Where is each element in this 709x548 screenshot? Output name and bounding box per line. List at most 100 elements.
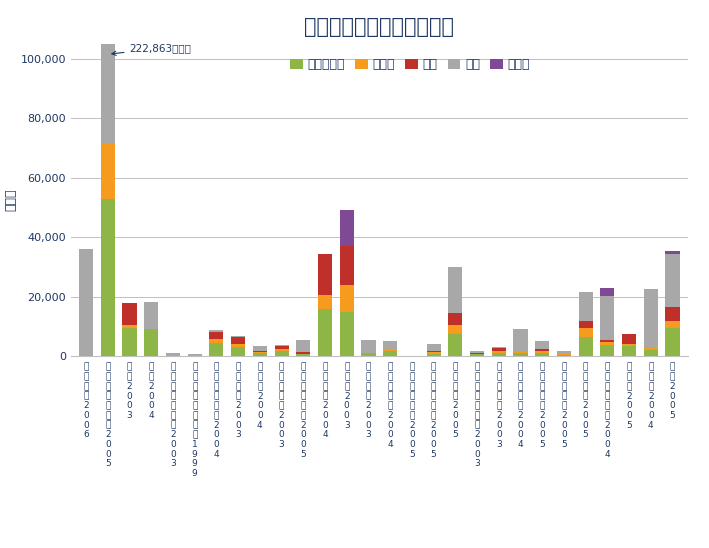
Bar (470, 351, 484, 352)
Bar (188, 353, 202, 356)
Legend: リサイクル, 堆肥化, 焼却, 埋立, その他: リサイクル, 堆肥化, 焼却, 埋立, その他 (285, 53, 535, 76)
Text: 英
国
2
0
0
5: 英 国 2 0 0 5 (670, 362, 676, 420)
Bar (492, 349, 506, 351)
Text: ス
イ
ス
2
0
0
5: ス イ ス 2 0 0 5 (626, 362, 632, 430)
Bar (209, 332, 223, 339)
Bar (666, 254, 680, 307)
Bar (318, 254, 332, 295)
Bar (79, 249, 93, 356)
Text: オ
ー
ス
ト
ラ
リ
ア
2
0
0
3: オ ー ス ト ラ リ ア 2 0 0 3 (170, 362, 176, 469)
Text: ギ
リ
シ
ャ
2
0
0
3: ギ リ シ ャ 2 0 0 3 (366, 362, 372, 439)
Bar (470, 352, 484, 353)
Text: ア
イ
ル
ラ
ン
ド
2
0
0
5: ア イ ル ラ ン ド 2 0 0 5 (431, 362, 437, 459)
Bar (123, 303, 137, 326)
Bar (579, 292, 593, 321)
Bar (492, 351, 506, 352)
Bar (427, 353, 441, 356)
Bar (535, 351, 549, 353)
Bar (513, 329, 527, 352)
Bar (535, 341, 549, 349)
Y-axis label: 千トン: 千トン (5, 189, 18, 212)
Bar (296, 354, 311, 356)
Bar (166, 353, 180, 356)
Bar (144, 329, 158, 356)
Bar (666, 321, 680, 328)
Bar (340, 210, 354, 246)
Bar (513, 352, 527, 353)
Text: デ
ン
マ
ー
ク
2
0
0
3: デ ン マ ー ク 2 0 0 3 (279, 362, 284, 449)
Bar (383, 351, 397, 356)
Bar (601, 288, 615, 295)
Bar (296, 353, 311, 354)
Bar (427, 351, 441, 352)
Bar (622, 346, 636, 356)
Bar (666, 250, 680, 254)
Bar (579, 337, 593, 356)
Bar (253, 346, 267, 351)
Bar (253, 352, 267, 353)
Bar (340, 312, 354, 356)
Text: ポ
ル
ト
ガ
ル
2
0
0
5: ポ ル ト ガ ル 2 0 0 5 (540, 362, 545, 449)
Bar (274, 349, 289, 351)
Bar (622, 334, 636, 344)
Text: オ
ー
ス
ト
リ
ア
2
0
0
4: オ ー ス ト リ ア 2 0 0 4 (213, 362, 219, 459)
Bar (362, 353, 376, 356)
Bar (318, 309, 332, 356)
Bar (470, 353, 484, 354)
Bar (296, 340, 311, 352)
Bar (601, 340, 615, 342)
Text: ト
ル
コ
2
0
0
4: ト ル コ 2 0 0 4 (648, 362, 654, 430)
Bar (448, 267, 462, 313)
Bar (274, 346, 289, 349)
Text: ア
イ
ス
ラ
ン
ド
2
0
0
5: ア イ ス ラ ン ド 2 0 0 5 (409, 362, 415, 459)
Bar (666, 307, 680, 321)
Bar (644, 289, 658, 348)
Bar (601, 295, 615, 340)
Bar (492, 352, 506, 356)
Bar (253, 353, 267, 356)
Text: メ
キ
シ
コ
2
0
0
6: メ キ シ コ 2 0 0 6 (83, 362, 89, 439)
Text: ハ
ン
ガ
リ
ー
2
0
0
4: ハ ン ガ リ ー 2 0 0 4 (387, 362, 393, 449)
Text: チ
ェ
コ
2
0
0
4: チ ェ コ 2 0 0 4 (257, 362, 263, 430)
Text: ベ
ル
ギ
ー
2
0
0
3: ベ ル ギ ー 2 0 0 3 (235, 362, 241, 439)
Bar (231, 347, 245, 356)
Bar (123, 328, 137, 356)
Bar (123, 326, 137, 328)
Bar (253, 351, 267, 352)
Text: ル
ク
セ
ン
ブ
ル
ク
2
0
0
3: ル ク セ ン ブ ル ク 2 0 0 3 (474, 362, 480, 469)
Text: ス
ロ
バ
キ
ア
2
0
0
5: ス ロ バ キ ア 2 0 0 5 (561, 362, 566, 449)
Bar (470, 354, 484, 356)
Bar (274, 345, 289, 346)
Bar (274, 351, 289, 356)
Text: 韓
国
2
0
0
4: 韓 国 2 0 0 4 (148, 362, 154, 420)
Bar (296, 352, 311, 353)
Bar (535, 349, 549, 351)
Bar (101, 144, 115, 198)
Bar (231, 344, 245, 347)
Text: ス
ウ
ェ
ー
デ
ン
2
0
0
4: ス ウ ェ ー デ ン 2 0 0 4 (605, 362, 610, 459)
Bar (448, 325, 462, 334)
Bar (383, 341, 397, 350)
Text: 日
本
2
0
0
3: 日 本 2 0 0 3 (127, 362, 133, 420)
Bar (318, 295, 332, 309)
Bar (209, 330, 223, 332)
Bar (427, 352, 441, 353)
Bar (666, 328, 680, 356)
Bar (209, 344, 223, 356)
Bar (644, 350, 658, 356)
Bar (209, 339, 223, 344)
Text: ド
イ
ツ
2
0
0
3: ド イ ツ 2 0 0 3 (344, 362, 350, 430)
Bar (383, 350, 397, 351)
Bar (557, 355, 571, 356)
Bar (644, 349, 658, 350)
Bar (101, 0, 115, 144)
Text: ス
ペ
イ
ン
2
0
0
5: ス ペ イ ン 2 0 0 5 (583, 362, 588, 439)
Bar (231, 338, 245, 344)
Text: ア
メ
リ
カ
合
衆
国
2
0
0
5: ア メ リ カ 合 衆 国 2 0 0 5 (105, 362, 111, 469)
Bar (144, 302, 158, 329)
Bar (622, 344, 636, 346)
Bar (601, 345, 615, 356)
Bar (579, 321, 593, 328)
Bar (535, 353, 549, 356)
Bar (557, 351, 571, 354)
